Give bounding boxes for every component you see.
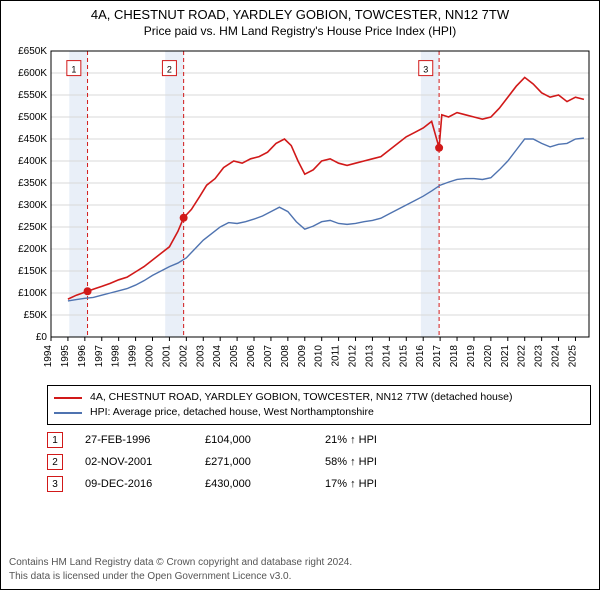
sale-hpi-delta: 21% ↑ HPI (325, 434, 445, 446)
svg-text:2017: 2017 (432, 345, 443, 368)
sale-marker: 1 (47, 432, 63, 448)
svg-text:£300K: £300K (18, 200, 47, 211)
svg-text:£100K: £100K (18, 288, 47, 299)
svg-text:£500K: £500K (18, 112, 47, 123)
footer-line1: Contains HM Land Registry data © Crown c… (9, 556, 352, 570)
svg-text:£450K: £450K (18, 134, 47, 145)
svg-text:2024: 2024 (551, 345, 562, 368)
legend-label: 4A, CHESTNUT ROAD, YARDLEY GOBION, TOWCE… (90, 390, 512, 405)
svg-text:£200K: £200K (18, 244, 47, 255)
svg-text:2003: 2003 (195, 345, 206, 368)
svg-text:1999: 1999 (128, 345, 139, 368)
svg-text:£350K: £350K (18, 178, 47, 189)
svg-text:£600K: £600K (18, 68, 47, 79)
svg-text:2000: 2000 (145, 345, 156, 368)
svg-text:2004: 2004 (212, 345, 223, 368)
titles: 4A, CHESTNUT ROAD, YARDLEY GOBION, TOWCE… (1, 1, 599, 38)
svg-text:£0: £0 (36, 332, 48, 343)
svg-text:1998: 1998 (111, 345, 122, 368)
svg-text:2023: 2023 (534, 345, 545, 368)
chart-container: 4A, CHESTNUT ROAD, YARDLEY GOBION, TOWCE… (0, 0, 600, 590)
svg-text:2011: 2011 (331, 345, 342, 367)
sale-date: 02-NOV-2001 (85, 456, 205, 468)
svg-text:2015: 2015 (398, 345, 409, 368)
svg-text:2014: 2014 (381, 345, 392, 368)
svg-text:£50K: £50K (24, 310, 48, 321)
sale-date: 27-FEB-1996 (85, 434, 205, 446)
svg-text:3: 3 (423, 65, 428, 75)
svg-text:2: 2 (167, 65, 172, 75)
sales-table: 1 27-FEB-1996£104,00021% ↑ HPI 2 02-NOV-200… (47, 429, 445, 495)
svg-text:2007: 2007 (263, 345, 274, 368)
legend-swatch (54, 412, 82, 414)
svg-text:£400K: £400K (18, 156, 47, 167)
svg-text:2010: 2010 (314, 345, 325, 368)
chart-svg: £0 £50K £100K £150K £200K £250K £300K £350K £400… (7, 47, 595, 377)
svg-text:1995: 1995 (60, 345, 71, 368)
svg-text:2019: 2019 (466, 345, 477, 368)
sale-marker: 3 (47, 476, 63, 492)
sale-row: 3 09-DEC-2016£430,00017% ↑ HPI (47, 473, 445, 495)
svg-text:1: 1 (71, 65, 76, 75)
sale-date: 09-DEC-2016 (85, 478, 205, 490)
legend-swatch (54, 397, 82, 399)
svg-text:2005: 2005 (229, 345, 240, 368)
footer-line2: This data is licensed under the Open Gov… (9, 570, 352, 584)
legend-item: HPI: Average price, detached house, West… (54, 405, 584, 420)
chart: £0 £50K £100K £150K £200K £250K £300K £350K £400… (7, 47, 595, 377)
svg-text:£250K: £250K (18, 222, 47, 233)
legend-label: HPI: Average price, detached house, West… (90, 405, 374, 420)
title-line2: Price paid vs. HM Land Registry's House … (1, 24, 599, 38)
footer: Contains HM Land Registry data © Crown c… (9, 556, 352, 583)
sale-row: 2 02-NOV-2001£271,00058% ↑ HPI (47, 451, 445, 473)
sale-hpi-delta: 17% ↑ HPI (325, 478, 445, 490)
svg-text:£150K: £150K (18, 266, 47, 277)
sale-price: £104,000 (205, 434, 325, 446)
svg-text:1994: 1994 (43, 345, 54, 368)
svg-text:1997: 1997 (94, 345, 105, 368)
svg-text:£550K: £550K (18, 90, 47, 101)
svg-text:1996: 1996 (77, 345, 88, 368)
svg-text:2025: 2025 (567, 345, 578, 368)
sale-price: £271,000 (205, 456, 325, 468)
svg-text:2018: 2018 (449, 345, 460, 368)
svg-text:2016: 2016 (415, 345, 426, 368)
sale-hpi-delta: 58% ↑ HPI (325, 456, 445, 468)
svg-text:2008: 2008 (280, 345, 291, 368)
svg-text:2013: 2013 (364, 345, 375, 368)
svg-text:2021: 2021 (500, 345, 511, 368)
sale-price: £430,000 (205, 478, 325, 490)
svg-text:2020: 2020 (483, 345, 494, 368)
svg-text:2006: 2006 (246, 345, 257, 368)
legend: 4A, CHESTNUT ROAD, YARDLEY GOBION, TOWCE… (47, 385, 591, 425)
title-line1: 4A, CHESTNUT ROAD, YARDLEY GOBION, TOWCE… (1, 7, 599, 22)
sale-marker: 2 (47, 454, 63, 470)
svg-text:£650K: £650K (18, 47, 47, 57)
svg-text:2001: 2001 (161, 345, 172, 368)
svg-text:2009: 2009 (297, 345, 308, 368)
svg-text:2022: 2022 (517, 345, 528, 368)
svg-text:2012: 2012 (348, 345, 359, 368)
svg-text:2002: 2002 (178, 345, 189, 368)
sale-row: 1 27-FEB-1996£104,00021% ↑ HPI (47, 429, 445, 451)
legend-item: 4A, CHESTNUT ROAD, YARDLEY GOBION, TOWCE… (54, 390, 584, 405)
